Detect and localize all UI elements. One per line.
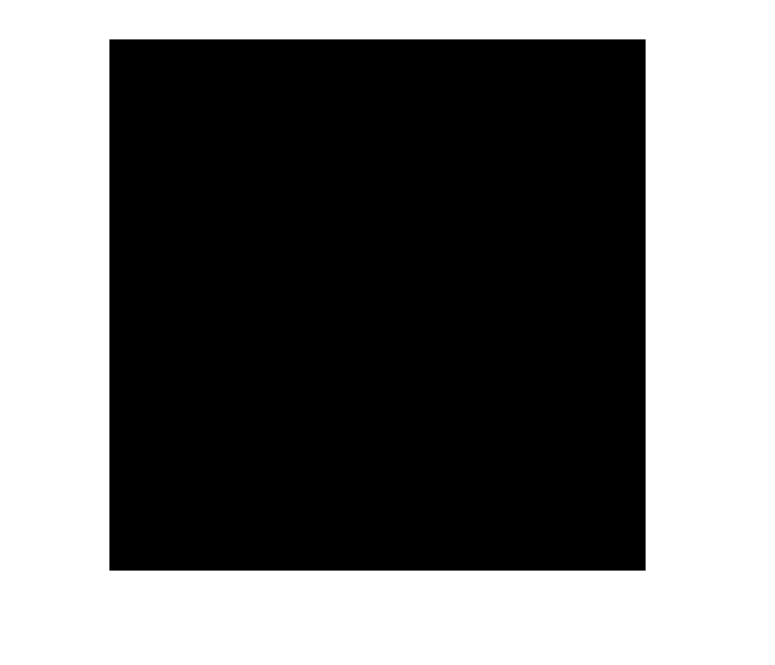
island-miyako — [558, 130, 564, 134]
landmasses — [110, 40, 645, 570]
land-asia-mainland — [110, 40, 503, 546]
land-sulawesi — [464, 544, 561, 570]
sea-patch-ne-corner — [585, 40, 645, 215]
island-babuyan-2 — [487, 220, 491, 224]
map-area — [109, 39, 646, 571]
land-samar — [543, 348, 569, 376]
sea-patch-karimata — [176, 528, 274, 570]
land-leyte — [545, 369, 560, 396]
island-jolo — [465, 461, 469, 465]
island-anambas — [219, 510, 223, 514]
sea-patch-celebes — [550, 460, 630, 540]
island-tokara-1 — [636, 52, 640, 56]
land-masbate — [522, 351, 535, 360]
island-zhoushan-2 — [508, 54, 512, 56]
land-palawan — [413, 369, 464, 422]
island-bangka — [203, 565, 211, 569]
land-taiwan — [468, 123, 501, 184]
island-amami — [629, 69, 635, 75]
island-catanduanes — [544, 326, 550, 334]
island-penghu — [457, 152, 461, 158]
sea-patch-vietnam-shelf — [200, 402, 256, 452]
island-basilan — [500, 451, 506, 455]
land-mindanao — [500, 397, 581, 472]
island-spratly-2 — [384, 424, 386, 426]
island-zhoushan-1 — [503, 48, 507, 52]
island-marinduque — [499, 332, 505, 336]
sea-patch-scs-core — [240, 175, 497, 505]
island-morotai — [613, 527, 617, 531]
island-tokara-2 — [641, 42, 645, 46]
island-paracel-1 — [322, 280, 326, 282]
island-riau-2 — [196, 555, 200, 559]
island-kume — [584, 103, 588, 107]
island-ishigaki — [538, 137, 546, 141]
land-luzon — [464, 241, 542, 348]
island-phu-quoc — [178, 386, 184, 394]
island-natuna — [253, 497, 259, 503]
land-sumatra — [110, 522, 173, 570]
island-riau-1 — [187, 550, 193, 554]
land-mindoro — [475, 331, 494, 353]
island-pratas — [406, 204, 410, 206]
land-okinawa — [594, 96, 611, 114]
island-belitung — [244, 564, 252, 568]
island-spratly-1 — [359, 409, 361, 411]
sea-patch-philippine-sea — [497, 40, 645, 570]
land-borneo — [275, 446, 455, 570]
island-sulu-2 — [481, 455, 487, 459]
land-bohol — [534, 395, 547, 403]
island-con-son — [233, 415, 237, 417]
map-frame — [109, 39, 646, 571]
island-paracel-2 — [329, 284, 331, 286]
sea-patch-gulf-head — [111, 338, 150, 380]
land-hainan — [263, 214, 307, 250]
island-sangihe — [563, 506, 567, 510]
land-halmahera — [599, 531, 620, 570]
island-talaud — [586, 493, 590, 499]
island-tablas — [502, 347, 506, 355]
land-negros — [511, 378, 526, 410]
island-batanes — [497, 196, 501, 200]
island-babuyan-1 — [494, 215, 500, 219]
